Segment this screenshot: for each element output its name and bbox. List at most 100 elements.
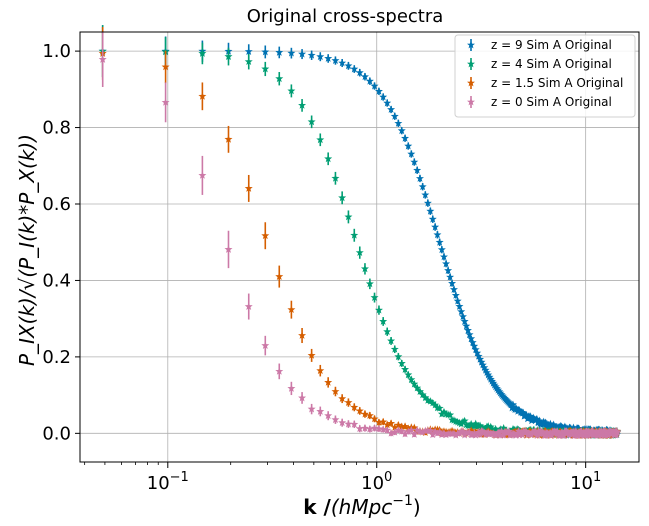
data-point <box>458 312 467 321</box>
data-point <box>383 425 392 434</box>
data-point <box>502 396 511 405</box>
data-point <box>390 427 399 436</box>
data-point <box>426 426 435 435</box>
data-point <box>423 198 432 207</box>
data-point <box>387 419 396 427</box>
data-point <box>497 427 506 435</box>
data-point <box>261 64 270 73</box>
data-point <box>338 58 347 67</box>
data-point <box>517 428 526 437</box>
data-point <box>467 419 476 428</box>
data-point <box>471 345 480 354</box>
legend-marker <box>467 97 475 106</box>
data-point <box>533 415 542 423</box>
data-point <box>418 428 427 436</box>
data-point <box>476 430 485 439</box>
data-point <box>287 384 296 392</box>
data-point <box>415 174 424 182</box>
data-point <box>481 366 490 374</box>
data-point <box>224 52 233 60</box>
data-point <box>298 49 307 58</box>
y-axis-label: P_IX(k)/√(P_I(k)*P_X(k)) <box>15 134 39 366</box>
data-point <box>370 293 379 301</box>
data-point <box>224 245 233 253</box>
data-point <box>588 427 597 435</box>
data-point <box>401 422 410 430</box>
data-point <box>421 190 430 199</box>
data-point <box>553 427 562 435</box>
data-point <box>488 424 496 433</box>
legend-marker <box>467 59 475 68</box>
data-point <box>491 382 500 391</box>
data-point <box>307 117 316 126</box>
data-point <box>428 398 437 407</box>
data-point <box>365 279 374 288</box>
data-point <box>316 135 325 144</box>
data-point <box>394 420 403 429</box>
data-point <box>462 321 471 330</box>
data-point <box>324 378 333 386</box>
data-point <box>442 430 451 439</box>
data-point <box>437 245 446 254</box>
x-axis-label: k /(hMpc−1) <box>303 493 420 519</box>
data-point <box>355 68 364 77</box>
data-point <box>287 305 296 314</box>
data-point <box>439 429 448 437</box>
data-point <box>489 379 498 387</box>
data-point <box>379 92 388 101</box>
data-point <box>404 427 413 436</box>
data-point <box>495 428 504 436</box>
data-point <box>514 426 523 435</box>
data-point <box>407 375 416 384</box>
data-point <box>298 393 307 402</box>
data-point <box>474 428 483 436</box>
data-point <box>476 355 485 363</box>
data-point <box>370 424 379 432</box>
data-point <box>435 427 444 436</box>
data-point <box>571 426 580 435</box>
data-point <box>344 212 353 221</box>
data-point <box>484 370 493 379</box>
data-point <box>449 429 458 437</box>
data-point <box>426 397 435 405</box>
data-point <box>244 302 253 310</box>
data-point <box>511 403 520 412</box>
data-point <box>98 55 107 63</box>
data-point <box>387 336 396 345</box>
x-tick-label: 101 <box>570 470 601 494</box>
data-point <box>413 166 422 174</box>
data-point <box>471 419 480 428</box>
data-point <box>307 404 316 413</box>
data-point <box>433 230 442 239</box>
x-axis-label-sup: −1 <box>392 493 413 509</box>
data-point <box>365 411 374 420</box>
data-point <box>355 406 364 415</box>
data-point <box>437 430 446 439</box>
data-point <box>390 345 399 353</box>
data-point <box>449 285 458 293</box>
data-point <box>355 424 364 433</box>
data-point <box>324 411 333 420</box>
x-tick-label: 100 <box>361 470 392 494</box>
data-point <box>410 157 419 166</box>
data-point <box>275 74 284 83</box>
data-point <box>503 397 512 406</box>
data-point <box>397 422 406 431</box>
data-point <box>480 363 489 372</box>
data-point <box>224 135 233 143</box>
data-point <box>467 334 476 343</box>
data-point <box>261 341 270 349</box>
legend-label: z = 4 Sim A Original <box>491 57 612 71</box>
data-point <box>350 231 359 239</box>
data-point <box>442 259 451 268</box>
data-point <box>522 428 531 436</box>
y-axis-ticks: 0.0 0.2 0.4 0.6 0.8 1.0 <box>42 41 80 444</box>
data-point <box>370 414 379 423</box>
data-point <box>350 64 359 73</box>
data-point <box>477 358 486 366</box>
legend-label: z = 1.5 Sim A Original <box>491 76 623 90</box>
data-point <box>439 407 448 416</box>
data-point <box>465 428 474 436</box>
data-point <box>492 384 501 392</box>
data-point <box>161 98 170 106</box>
